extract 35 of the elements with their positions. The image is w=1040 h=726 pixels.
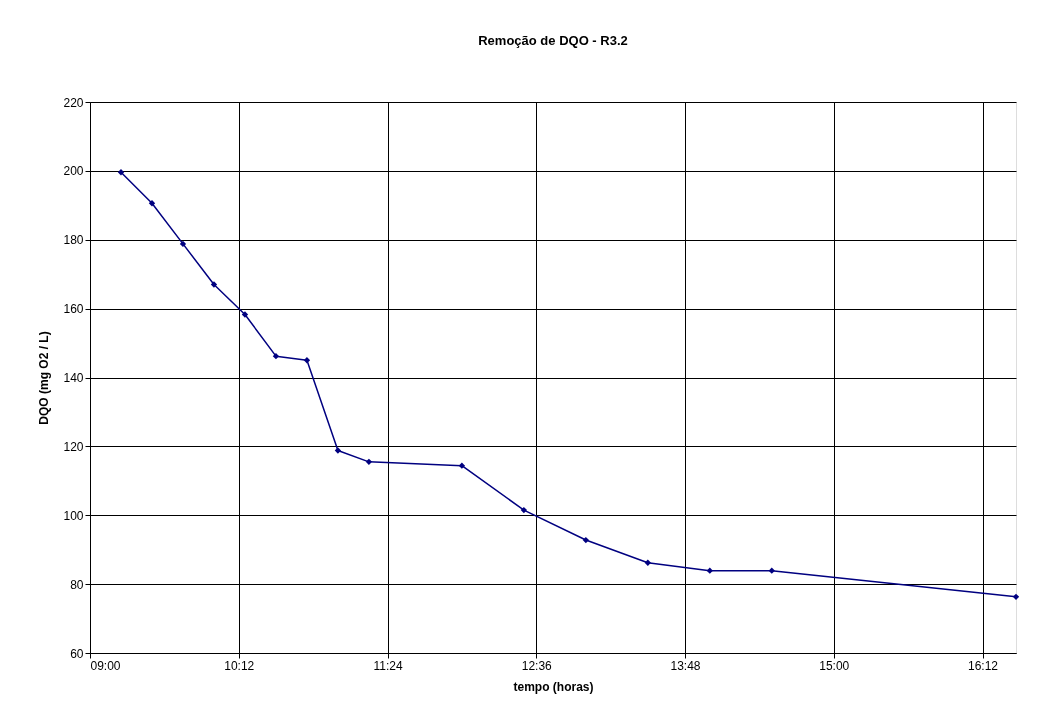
- point: [148, 200, 156, 207]
- x-tick-label: 13:48: [670, 658, 701, 673]
- y-tick-label: 100: [63, 508, 84, 523]
- point: [241, 311, 249, 318]
- point: [179, 240, 187, 248]
- y-tick-label: 140: [63, 371, 84, 385]
- x-tick-label: 09:00: [90, 658, 121, 673]
- x-tick-label: 11:24: [373, 658, 403, 673]
- y-tick-label: 220: [63, 95, 84, 110]
- y-tick-label: 80: [70, 577, 84, 592]
- y-tick-label: 180: [63, 233, 84, 248]
- y-tick-label: 200: [63, 164, 84, 179]
- point: [458, 462, 466, 469]
- point: [582, 536, 590, 544]
- point: [1012, 593, 1020, 601]
- y-tick-label: 120: [63, 439, 84, 454]
- x-tick-label: 15:00: [819, 658, 850, 673]
- x-tick-label: 16:12: [968, 658, 999, 673]
- point: [768, 567, 775, 574]
- y-tick-label: 160: [63, 302, 84, 317]
- y-axis-title: DQO (mg O2 / L): [37, 331, 52, 425]
- point: [272, 352, 280, 360]
- point: [117, 169, 125, 176]
- point: [303, 357, 311, 364]
- chart-title: Remoção de DQO - R3.2: [478, 33, 628, 48]
- point: [706, 567, 713, 574]
- x-axis-title: tempo (horas): [513, 679, 594, 694]
- point: [644, 559, 651, 566]
- point: [210, 281, 218, 288]
- point: [365, 458, 373, 466]
- point: [334, 447, 342, 454]
- x-tick-label: 12:36: [521, 658, 553, 673]
- point: [520, 506, 528, 514]
- y-tick-label: 60: [70, 646, 84, 661]
- x-tick-label: 10:12: [224, 658, 255, 673]
